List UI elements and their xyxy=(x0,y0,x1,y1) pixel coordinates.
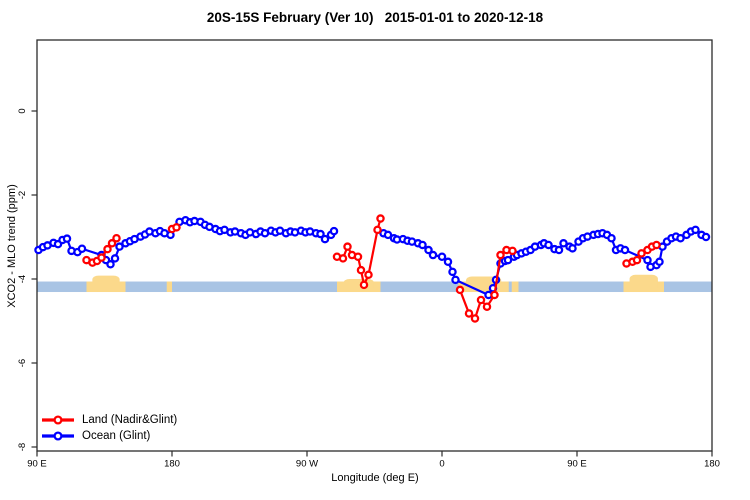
x-tick-label: 180 xyxy=(164,459,180,470)
data-point xyxy=(359,280,369,290)
legend-item-land: Land (Nadir&Glint) xyxy=(41,413,177,427)
data-point xyxy=(115,242,124,251)
data-point xyxy=(482,302,492,311)
data-point xyxy=(97,253,106,262)
data-point xyxy=(353,252,363,261)
data-point xyxy=(476,295,486,305)
legend-label-land: Land (Nadir&Glint) xyxy=(82,414,178,426)
land-series-swatch xyxy=(42,415,74,425)
land-cover-patch xyxy=(511,281,519,293)
y-tick-label: 0 xyxy=(17,108,28,113)
plot-box xyxy=(36,39,713,452)
x-tick-label: 180 xyxy=(704,459,720,470)
x-axis-label: Longitude (deg E) xyxy=(331,472,419,484)
data-point xyxy=(320,234,330,244)
data-point xyxy=(356,265,366,275)
data-point xyxy=(503,255,513,265)
data-point xyxy=(455,285,465,295)
data-point xyxy=(428,250,438,260)
land-cover-patch-bump xyxy=(343,279,374,293)
data-point xyxy=(376,214,385,223)
data-point xyxy=(424,245,433,255)
ocean-series-swatch xyxy=(42,431,74,441)
data-point xyxy=(364,270,373,280)
data-point xyxy=(643,255,652,265)
data-point xyxy=(632,255,642,265)
land-cover-patch-bump xyxy=(92,275,120,293)
data-point xyxy=(343,242,352,251)
x-tick-label: 90 W xyxy=(296,459,318,470)
data-point xyxy=(62,234,72,243)
data-point xyxy=(652,240,661,250)
legend-label-ocean: Ocean (Glint) xyxy=(82,430,151,442)
legend: Land (Nadir&Glint) Ocean (Glint) xyxy=(41,413,177,443)
data-point xyxy=(451,275,460,285)
data-point xyxy=(110,254,120,263)
data-point xyxy=(112,234,121,243)
series-line xyxy=(37,219,335,266)
data-point xyxy=(676,234,685,243)
data-point xyxy=(106,260,115,269)
data-point xyxy=(607,234,616,243)
data-point xyxy=(701,232,711,242)
data-point xyxy=(568,244,577,253)
y-tick-label: -6 xyxy=(17,359,28,367)
data-point xyxy=(172,223,181,232)
data-point xyxy=(373,225,382,235)
data-point xyxy=(559,239,568,248)
chart-title: 20S-15S February (Ver 10) 2015-01-01 to … xyxy=(206,10,544,25)
data-point xyxy=(329,226,339,236)
data-point xyxy=(490,290,499,300)
data-point xyxy=(691,225,700,235)
ocean-glint-series xyxy=(34,215,711,300)
data-point xyxy=(637,249,646,258)
data-point xyxy=(107,239,117,248)
data-point xyxy=(508,246,517,256)
data-point xyxy=(383,230,393,240)
data-point xyxy=(77,244,87,254)
land-cover-patch xyxy=(166,281,172,293)
series-line xyxy=(336,218,382,286)
data-point xyxy=(496,250,505,260)
data-point xyxy=(418,240,427,250)
x-tick-label: 90 E xyxy=(567,459,587,470)
x-tick-label: 90 E xyxy=(27,459,47,470)
legend-item-ocean: Ocean (Glint) xyxy=(41,429,177,443)
data-point xyxy=(448,267,457,277)
y-tick-label: -4 xyxy=(17,275,28,283)
y-tick-label: -2 xyxy=(17,191,28,199)
data-point xyxy=(338,254,348,263)
data-point xyxy=(437,252,447,261)
data-point xyxy=(464,309,474,318)
data-point xyxy=(443,257,453,267)
data-point xyxy=(316,229,325,239)
y-tick-label: -8 xyxy=(17,443,28,451)
land-cover-patch-bump xyxy=(629,274,658,293)
data-point xyxy=(470,314,480,323)
data-point xyxy=(655,257,664,267)
x-tick-label: 0 xyxy=(439,459,444,470)
data-point xyxy=(103,244,112,254)
data-point xyxy=(554,245,564,255)
data-point xyxy=(620,245,630,255)
land-nadir-glint-series xyxy=(82,214,661,323)
data-point xyxy=(544,240,553,250)
